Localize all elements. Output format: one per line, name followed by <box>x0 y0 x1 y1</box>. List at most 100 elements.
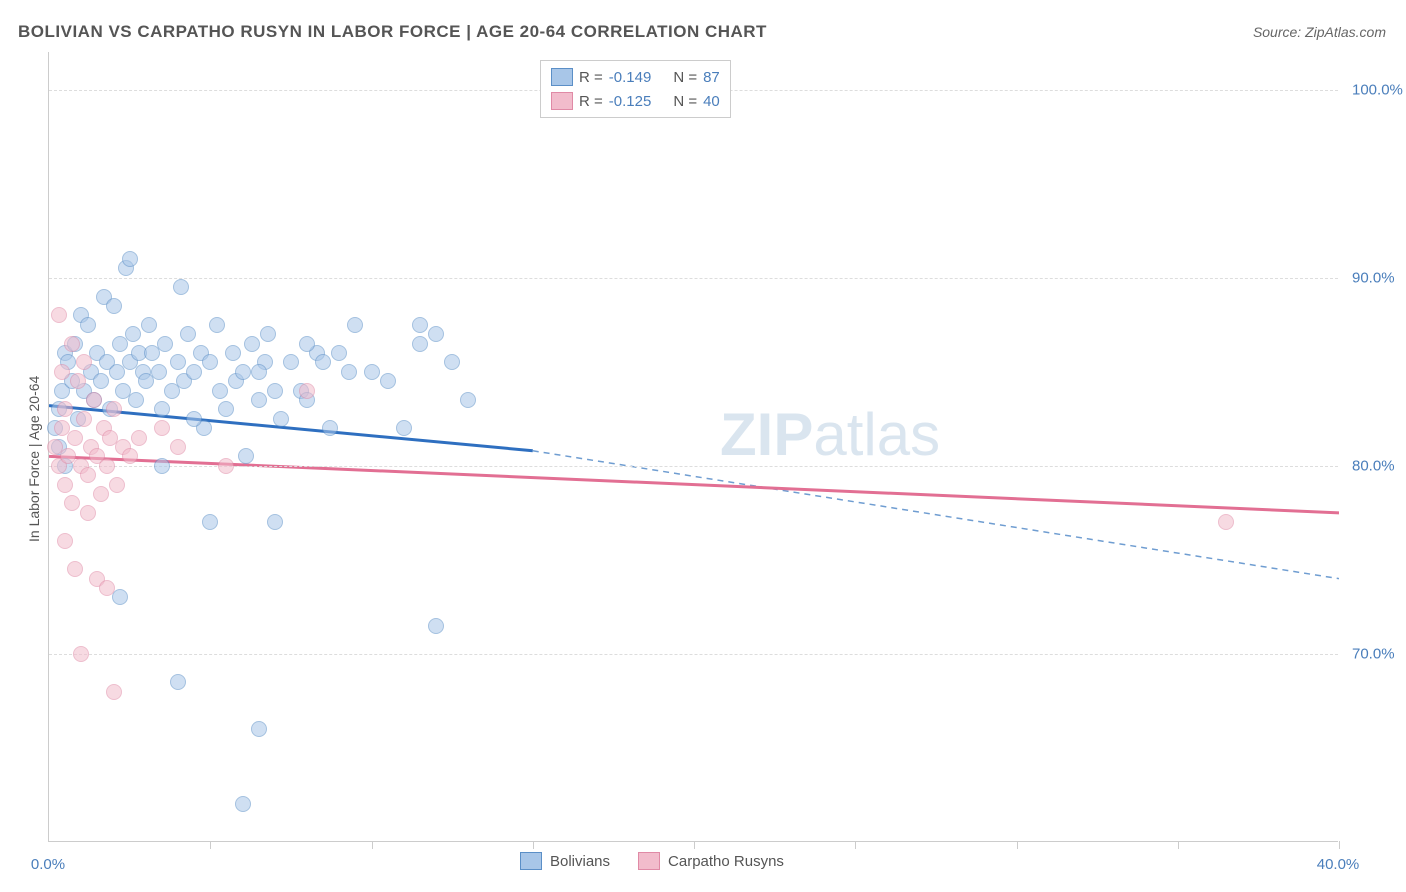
scatter-point <box>151 364 167 380</box>
scatter-point <box>273 411 289 427</box>
x-tick <box>1178 841 1179 849</box>
source-attribution: Source: ZipAtlas.com <box>1253 24 1386 40</box>
scatter-point <box>364 364 380 380</box>
legend-r-label: R = <box>579 93 603 110</box>
scatter-point <box>154 420 170 436</box>
scatter-point <box>260 326 276 342</box>
scatter-point <box>412 317 428 333</box>
x-tick <box>372 841 373 849</box>
regression-line-dashed <box>533 451 1339 579</box>
scatter-point <box>106 401 122 417</box>
scatter-point <box>251 721 267 737</box>
grid-line <box>49 654 1338 655</box>
scatter-point <box>186 364 202 380</box>
scatter-point <box>238 448 254 464</box>
scatter-point <box>173 279 189 295</box>
scatter-point <box>341 364 357 380</box>
scatter-point <box>315 354 331 370</box>
scatter-point <box>67 561 83 577</box>
scatter-point <box>212 383 228 399</box>
scatter-point <box>331 345 347 361</box>
scatter-point <box>131 430 147 446</box>
scatter-point <box>106 298 122 314</box>
scatter-point <box>99 580 115 596</box>
scatter-point <box>64 495 80 511</box>
scatter-point <box>80 467 96 483</box>
scatter-point <box>125 326 141 342</box>
scatter-point <box>112 589 128 605</box>
legend-series-box: Bolivians Carpatho Rusyns <box>520 852 784 870</box>
scatter-point <box>157 336 173 352</box>
scatter-point <box>283 354 299 370</box>
scatter-point <box>347 317 363 333</box>
scatter-point <box>460 392 476 408</box>
scatter-point <box>225 345 241 361</box>
chart-title: BOLIVIAN VS CARPATHO RUSYN IN LABOR FORC… <box>18 22 767 42</box>
legend-n-label: N = <box>673 93 697 110</box>
scatter-point <box>267 514 283 530</box>
scatter-point <box>202 514 218 530</box>
x-tick-label: 0.0% <box>31 856 65 873</box>
scatter-point <box>180 326 196 342</box>
chart-plot-area <box>48 52 1338 842</box>
scatter-point <box>209 317 225 333</box>
legend-r-label: R = <box>579 69 603 86</box>
scatter-point <box>299 336 315 352</box>
scatter-point <box>54 364 70 380</box>
scatter-point <box>141 317 157 333</box>
scatter-point <box>428 326 444 342</box>
scatter-point <box>128 392 144 408</box>
grid-line <box>49 466 1338 467</box>
x-tick <box>533 841 534 849</box>
scatter-point <box>70 373 86 389</box>
x-tick-label: 40.0% <box>1317 856 1360 873</box>
scatter-point <box>93 486 109 502</box>
scatter-point <box>106 684 122 700</box>
legend-swatch <box>551 68 573 86</box>
legend-swatch <box>638 852 660 870</box>
regression-lines-svg <box>49 52 1339 842</box>
legend-series-item: Carpatho Rusyns <box>638 852 784 870</box>
scatter-point <box>51 307 67 323</box>
scatter-point <box>93 373 109 389</box>
y-tick-label: 100.0% <box>1352 81 1403 98</box>
scatter-point <box>235 796 251 812</box>
scatter-point <box>57 533 73 549</box>
x-tick <box>210 841 211 849</box>
scatter-point <box>76 411 92 427</box>
scatter-point <box>267 383 283 399</box>
legend-stats-box: R =-0.149N =87R =-0.125N =40 <box>540 60 731 118</box>
scatter-point <box>251 364 267 380</box>
scatter-point <box>186 411 202 427</box>
legend-series-label: Bolivians <box>550 853 610 870</box>
scatter-point <box>86 392 102 408</box>
x-tick <box>855 841 856 849</box>
legend-r-value: -0.149 <box>609 69 652 86</box>
y-tick-label: 70.0% <box>1352 645 1395 662</box>
scatter-point <box>67 430 83 446</box>
scatter-point <box>73 646 89 662</box>
scatter-point <box>170 674 186 690</box>
scatter-point <box>76 354 92 370</box>
scatter-point <box>170 354 186 370</box>
legend-series-item: Bolivians <box>520 852 610 870</box>
x-tick <box>1339 841 1340 849</box>
legend-stat-row: R =-0.125N =40 <box>551 89 720 113</box>
scatter-point <box>412 336 428 352</box>
legend-n-value: 40 <box>703 93 720 110</box>
scatter-point <box>80 505 96 521</box>
grid-line <box>49 278 1338 279</box>
scatter-point <box>251 392 267 408</box>
scatter-point <box>1218 514 1234 530</box>
scatter-point <box>428 618 444 634</box>
legend-series-label: Carpatho Rusyns <box>668 853 784 870</box>
scatter-point <box>57 401 73 417</box>
legend-n-label: N = <box>673 69 697 86</box>
scatter-point <box>109 477 125 493</box>
scatter-point <box>170 439 186 455</box>
scatter-point <box>99 458 115 474</box>
scatter-point <box>235 364 251 380</box>
scatter-point <box>218 458 234 474</box>
scatter-point <box>380 373 396 389</box>
scatter-point <box>154 401 170 417</box>
